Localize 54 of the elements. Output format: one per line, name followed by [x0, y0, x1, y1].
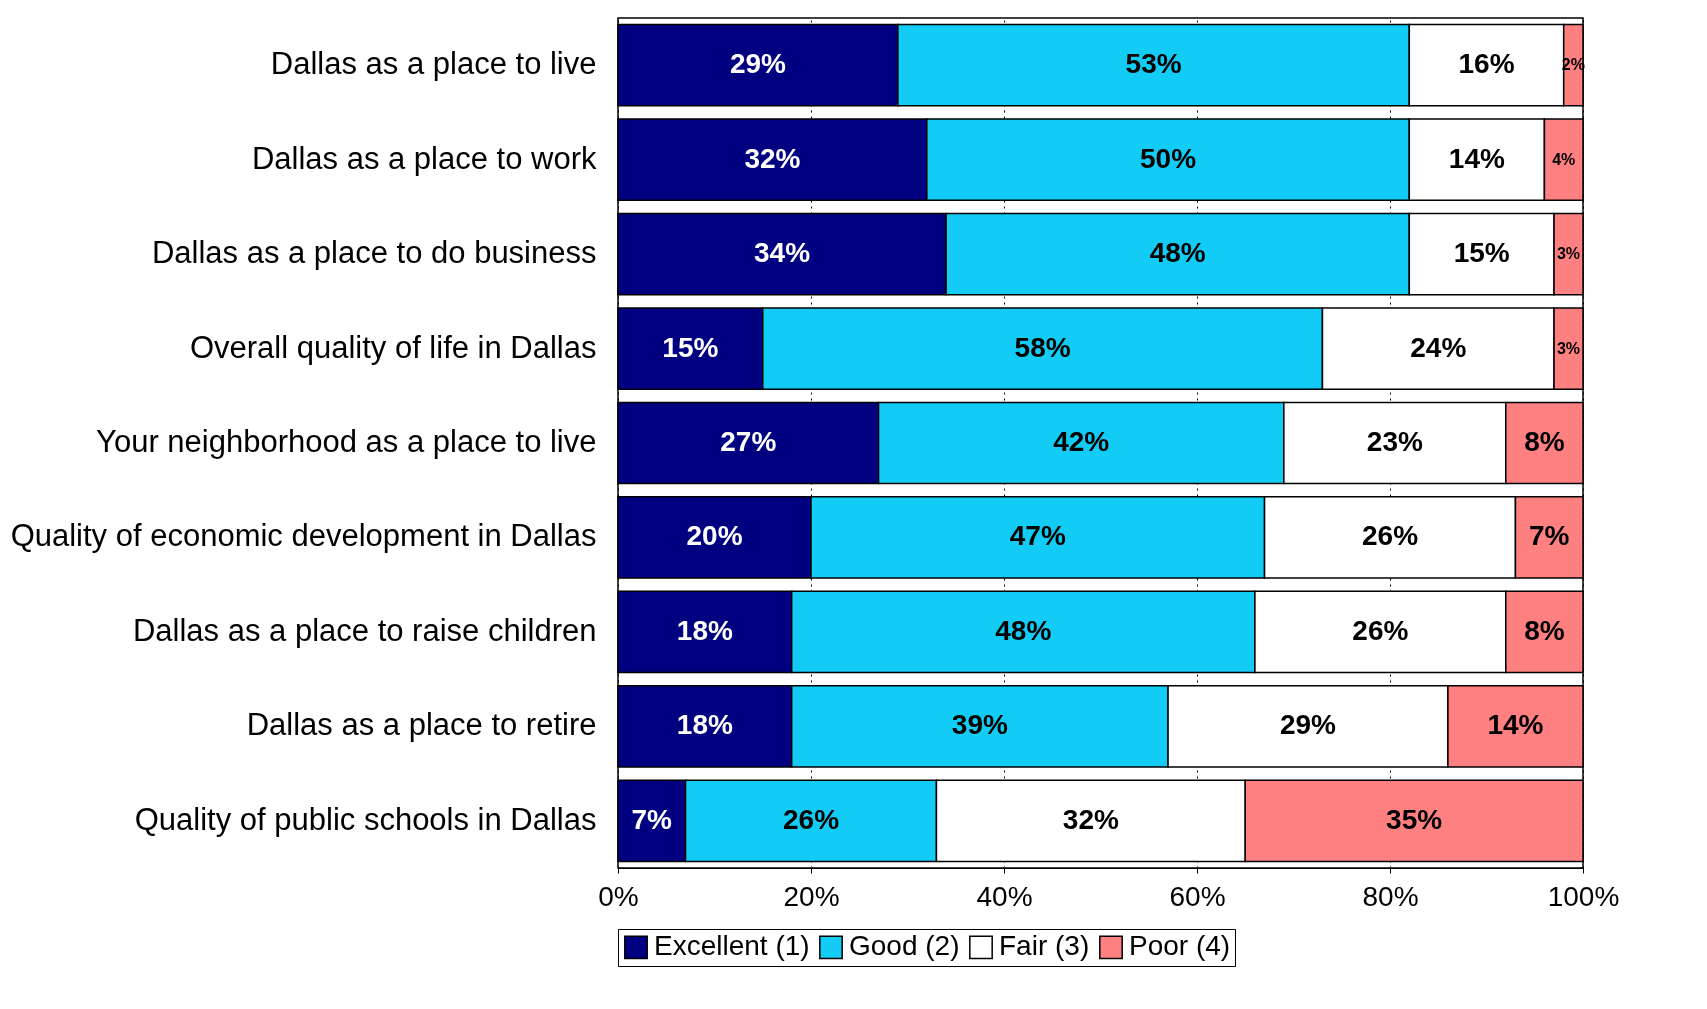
x-tick-label: 20% — [783, 880, 840, 912]
y-tick-label: Dallas as a place to live — [270, 46, 597, 82]
y-tick-label: Dallas as a place to raise children — [132, 612, 597, 648]
data-label: 3% — [1556, 339, 1581, 357]
data-label: 20% — [686, 520, 743, 552]
legend-label: Good (2) — [849, 930, 960, 962]
data-label: 7% — [631, 803, 673, 835]
data-label: 8% — [1524, 426, 1565, 457]
y-tick-label: Dallas as a place to work — [251, 140, 597, 176]
data-label: 58% — [1014, 331, 1071, 363]
data-label: 7% — [1528, 520, 1570, 552]
y-tick-label: Dallas as a place to retire — [246, 707, 597, 743]
data-label: 47% — [1009, 520, 1066, 552]
legend-label: Fair (3) — [999, 930, 1090, 962]
data-label: 26% — [1352, 614, 1409, 646]
data-label: 15% — [662, 331, 719, 363]
data-label: 53% — [1125, 48, 1182, 80]
data-label: 14% — [1487, 709, 1544, 741]
data-label: 48% — [995, 614, 1052, 646]
data-label: 15% — [1453, 237, 1510, 269]
legend-label: Excellent (1) — [654, 930, 810, 962]
data-label: 39% — [951, 709, 1008, 741]
data-label: 18% — [676, 709, 733, 741]
y-tick-label: Dallas as a place to do business — [151, 235, 597, 271]
data-label: 18% — [676, 614, 733, 646]
data-label: 26% — [782, 803, 840, 835]
y-tick-label: Overall quality of life in Dallas — [189, 329, 597, 365]
data-label: 16% — [1458, 48, 1515, 80]
data-label: 8% — [1524, 614, 1565, 646]
data-label: 4% — [1552, 150, 1576, 168]
data-label: 48% — [1149, 237, 1206, 269]
data-label: 35% — [1386, 803, 1443, 835]
data-label: 29% — [1279, 709, 1337, 741]
data-label: 14% — [1448, 142, 1505, 174]
y-tick-label: Your neighborhood as a place to live — [96, 424, 597, 459]
data-label: 26% — [1361, 520, 1419, 552]
data-label: 42% — [1053, 426, 1110, 457]
y-tick-label: Quality of economic development in Dallas — [10, 518, 597, 554]
data-label: 29% — [729, 48, 787, 80]
x-tick-label: 100% — [1547, 880, 1620, 912]
data-label: 23% — [1366, 426, 1423, 457]
data-label: 32% — [744, 142, 801, 174]
data-label: 24% — [1410, 331, 1467, 363]
data-label: 3% — [1556, 245, 1581, 263]
x-tick-label: 0% — [598, 880, 639, 912]
data-label: 32% — [1062, 803, 1119, 835]
x-tick-label: 40% — [976, 880, 1033, 912]
data-label: 34% — [754, 237, 811, 269]
x-tick-label: 60% — [1169, 880, 1226, 912]
y-tick-label: Quality of public schools in Dallas — [134, 801, 597, 837]
legend-label: Poor (4) — [1129, 930, 1231, 962]
data-label: 50% — [1140, 142, 1197, 174]
x-tick-label: 80% — [1362, 880, 1419, 912]
data-label: 27% — [720, 426, 777, 457]
